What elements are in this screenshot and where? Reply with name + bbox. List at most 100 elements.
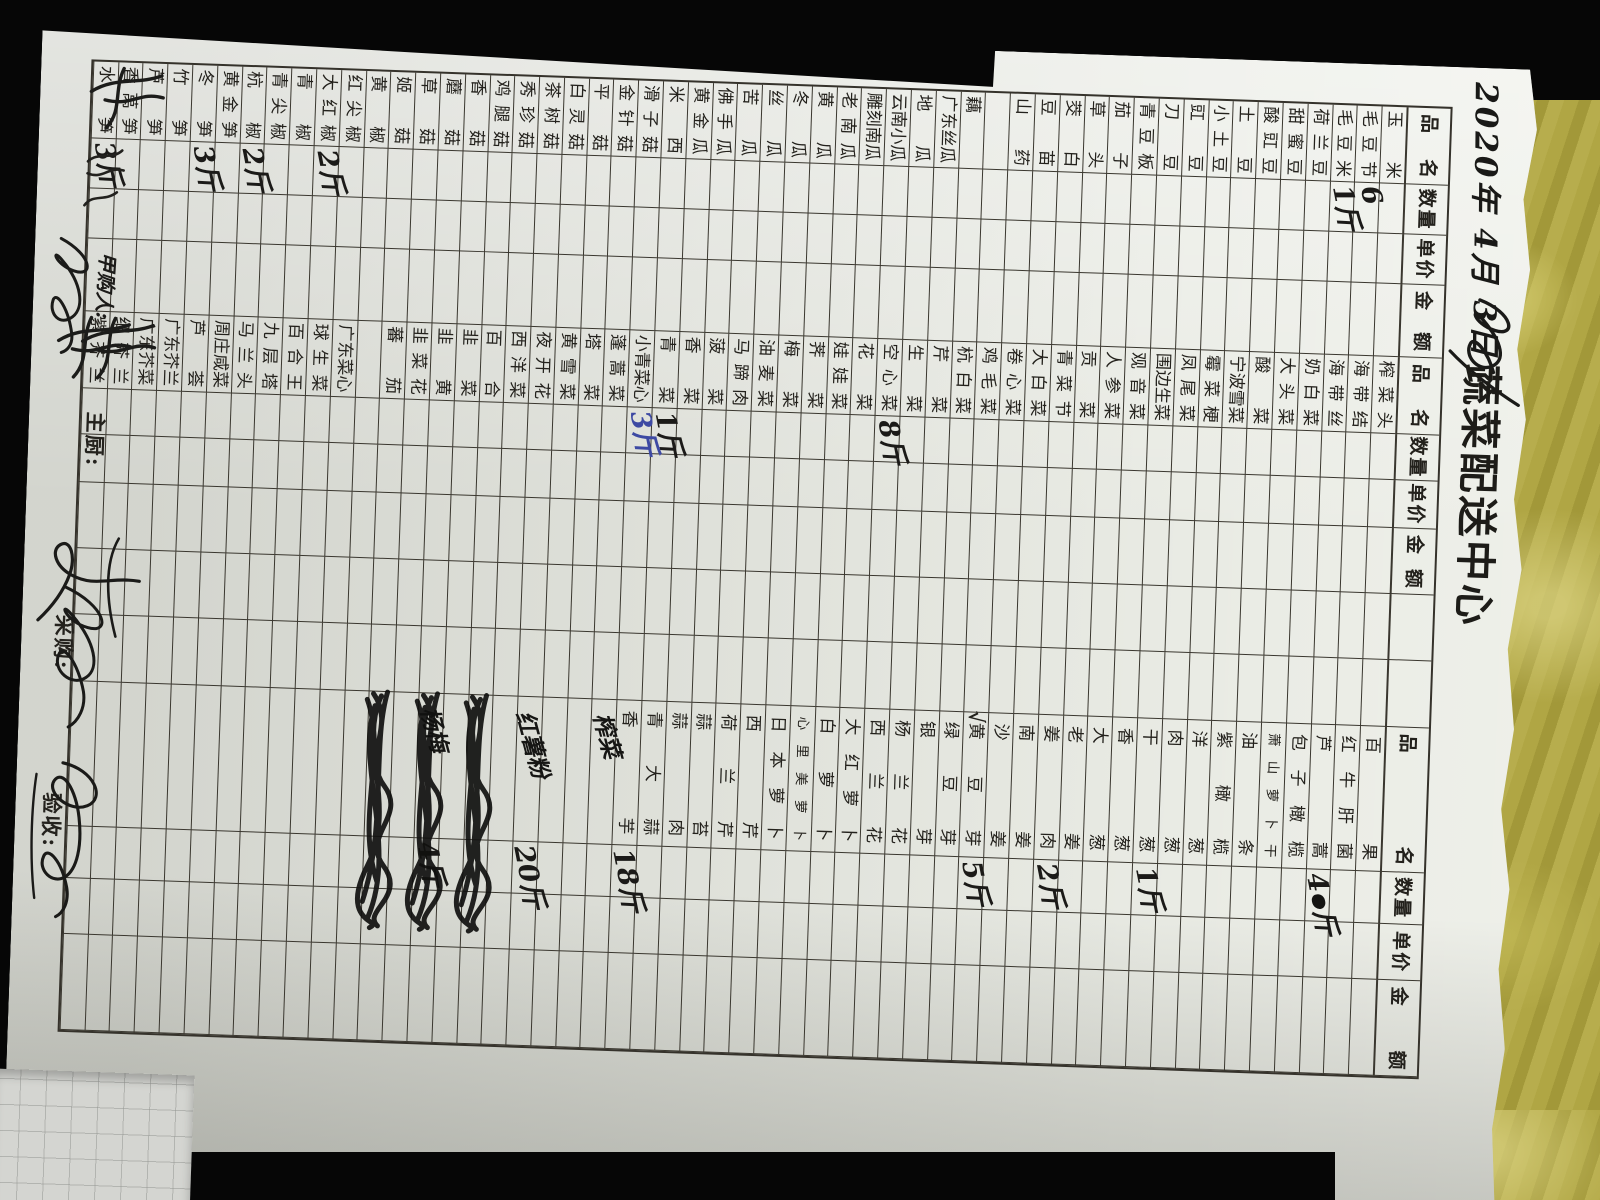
header-char: 品 (1417, 113, 1441, 134)
table-cell: 冬瓜 (784, 86, 811, 164)
table-cell (446, 561, 473, 628)
header-char: 品 (1396, 733, 1419, 754)
table-cell: 杭椒 (239, 67, 266, 145)
table-cell (828, 961, 856, 1058)
table-cell (520, 564, 547, 631)
corner-handwritten-marks (77, 139, 132, 233)
table-cell (896, 463, 922, 512)
table-cell (1342, 478, 1368, 527)
table-cell: 毛豆米 (1330, 105, 1357, 183)
table-cell: 西洋菜 (503, 326, 530, 404)
table-cell (979, 220, 1006, 271)
item-name: 南姜 (1011, 724, 1036, 849)
handwritten-quantity: 5斤 (955, 858, 995, 909)
table-cell: 芦荟 (181, 315, 208, 393)
table-cell (1095, 470, 1121, 519)
item-name: 蒜苔 (689, 712, 714, 838)
table-cell: 百果 (1355, 726, 1385, 872)
table-cell (302, 442, 328, 491)
table-cell (704, 260, 731, 334)
item-name: 球生菜 (307, 323, 331, 392)
table-cell (510, 153, 537, 204)
item-name: 冬瓜 (787, 89, 810, 159)
table-cell (808, 852, 835, 905)
table-cell (1006, 859, 1033, 912)
table-cell: 球生菜 (305, 319, 332, 397)
table-cell (1348, 979, 1376, 1076)
table-cell (195, 618, 222, 686)
table-cell (847, 461, 873, 510)
item-name: 白灵菇 (564, 81, 587, 151)
header-qty: 数量 (1402, 184, 1448, 236)
table-cell (332, 943, 360, 1040)
item-name: 杨兰花 (887, 719, 912, 845)
table-cell (881, 906, 908, 963)
table-cell (1104, 914, 1131, 971)
item-name: 娃娃菜 (828, 341, 851, 410)
table-cell (993, 514, 1020, 581)
table-cell: 3斤 (188, 142, 215, 193)
table-cell: 大白菜 (1023, 344, 1050, 422)
table-cell (423, 494, 450, 561)
table-cell (1218, 474, 1244, 523)
table-cell (307, 943, 335, 1040)
table-cell (824, 414, 850, 461)
table-cell (877, 962, 905, 1059)
table-cell (1294, 431, 1320, 478)
table-cell (1241, 523, 1268, 590)
table-cell (684, 159, 711, 210)
table-cell (916, 578, 943, 645)
table-cell: 凤尾菜 (1172, 349, 1199, 427)
table-cell: 广东菜心 (330, 320, 357, 398)
table-cell (245, 620, 272, 688)
table-cell (709, 848, 736, 901)
table-cell (592, 632, 619, 700)
table-cell: 大葱 (1083, 717, 1113, 863)
table-cell (944, 512, 971, 579)
item-name: 香菇 (465, 78, 488, 148)
table-cell (1040, 582, 1067, 649)
table-cell (939, 644, 966, 712)
table-cell (282, 942, 310, 1039)
table-cell (456, 948, 484, 1045)
item-name: 白萝卜 (813, 717, 838, 842)
table-cell: 青菜节 (1048, 345, 1075, 423)
table-cell (171, 618, 198, 686)
table-cell: 香莴笋 (115, 62, 142, 140)
item-name: 草头 (1084, 100, 1108, 169)
table-cell (1154, 176, 1181, 227)
table-cell: 萧山萝卜干 (1256, 723, 1286, 869)
table-cell (236, 884, 263, 941)
table-cell (162, 881, 189, 938)
item-name: 肉葱 (1160, 729, 1185, 854)
table-cell (1004, 911, 1031, 968)
table-cell (1224, 975, 1252, 1072)
table-cell (1288, 591, 1315, 658)
table-cell (332, 247, 359, 321)
header-qty: 数量 (1394, 434, 1440, 482)
table-cell: 白灵菇 (561, 78, 588, 156)
table-cell (869, 510, 896, 577)
item-name: 卷心菜 (1001, 347, 1025, 417)
table-cell (948, 419, 974, 466)
table-cell (288, 834, 315, 887)
table-cell (286, 886, 313, 943)
table-cell: 沙姜 (983, 713, 1013, 859)
table-cell (1175, 973, 1203, 1070)
header-char: 额 (1385, 1050, 1408, 1070)
item-name: 黄瓜 (812, 90, 835, 160)
table-cell (572, 499, 599, 566)
table-cell (530, 950, 558, 1047)
table-cell (778, 959, 806, 1056)
table-cell (158, 937, 186, 1034)
table-cell (1144, 471, 1170, 520)
table-cell (382, 945, 410, 1042)
table-cell (1180, 865, 1207, 918)
table-cell (754, 262, 781, 336)
table-cell (151, 485, 178, 552)
table-cell (700, 410, 726, 457)
table-cell (436, 151, 463, 202)
item-name: 茶树菇 (539, 81, 562, 150)
table-cell (547, 499, 574, 566)
table-cell (1018, 515, 1045, 582)
